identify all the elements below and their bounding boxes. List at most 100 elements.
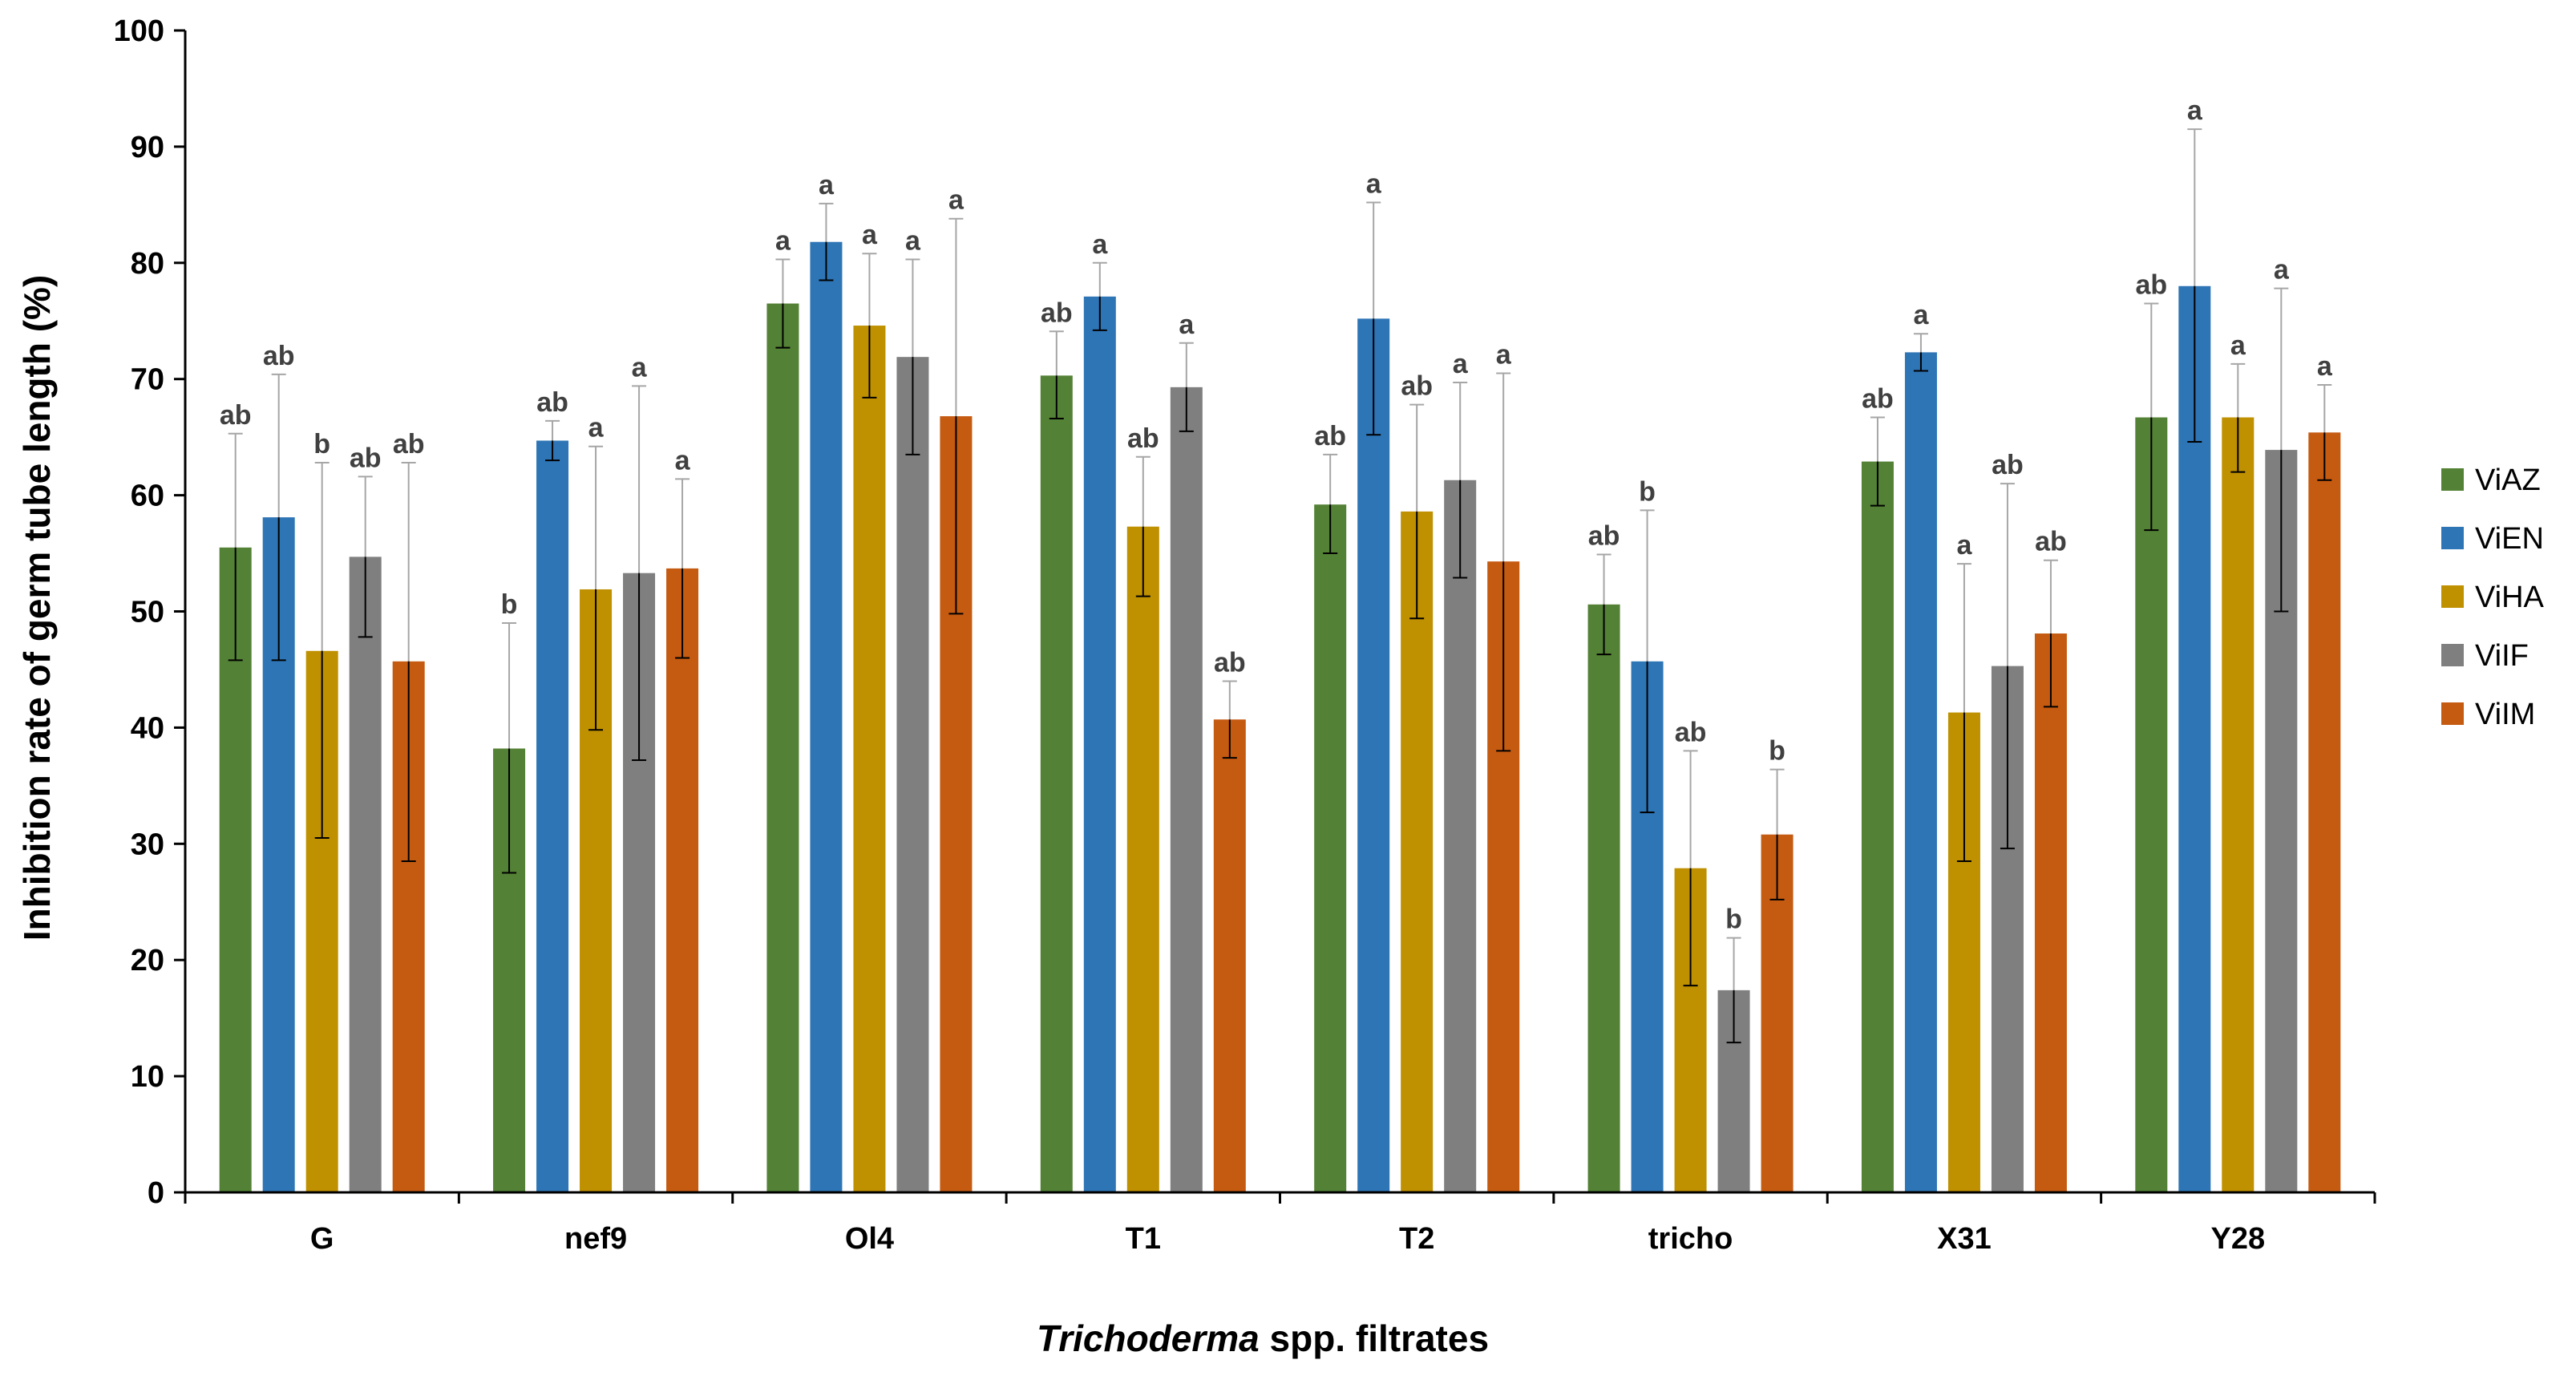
significance-label-ViAZ-Ol4: a	[775, 225, 791, 256]
x-tick-label-T2: T2	[1399, 1222, 1434, 1256]
significance-label-ViAZ-tricho: ab	[1588, 520, 1620, 551]
significance-label-ViEN-Y28: a	[2187, 95, 2203, 126]
significance-label-ViEN-T2: a	[1366, 168, 1382, 199]
bar-ViIM-T1	[1213, 719, 1246, 1192]
legend-item-ViIF: ViIF	[2441, 639, 2529, 673]
bar-ViIM-nef9	[666, 568, 699, 1192]
legend-swatch-ViIM	[2441, 702, 2464, 725]
bar-ViAZ-X31	[1861, 461, 1894, 1192]
bar-ViEN-T2	[1357, 318, 1390, 1192]
x-tick-label-Ol4: Ol4	[845, 1222, 894, 1256]
error-bar-ViIM-Ol4	[948, 217, 964, 615]
error-bar-ViAZ-T2	[1323, 453, 1338, 555]
error-bar-ViAZ-nef9	[502, 621, 517, 874]
significance-label-ViIF-G: ab	[350, 443, 382, 473]
legend-label-ViHA: ViHA	[2475, 581, 2545, 614]
legend-label-ViEN: ViEN	[2475, 522, 2544, 556]
significance-label-ViIF-Y28: a	[2274, 255, 2290, 285]
error-bar-ViHA-X31	[1956, 563, 1971, 863]
x-tick-label-T1: T1	[1126, 1222, 1161, 1256]
bar-ViIM-X31	[2034, 633, 2067, 1192]
error-bar-ViEN-T1	[1092, 261, 1107, 331]
significance-label-ViHA-T2: ab	[1401, 371, 1433, 402]
significance-label-ViEN-G: ab	[263, 341, 295, 371]
error-bar-ViEN-tricho	[1640, 509, 1655, 814]
error-bar-ViIM-T2	[1496, 372, 1511, 752]
legend-swatch-ViHA	[2441, 585, 2464, 608]
significance-label-ViIM-T1: ab	[1214, 647, 1246, 678]
bar-ViHA-Ol4	[853, 326, 886, 1192]
significance-label-ViEN-tricho: b	[1639, 476, 1656, 507]
bar-ViAZ-tricho	[1587, 604, 1620, 1192]
significance-label-ViIM-G: ab	[393, 429, 425, 459]
error-bar-ViAZ-G	[228, 432, 243, 662]
significance-label-ViHA-X31: a	[1956, 530, 1972, 561]
legend-label-ViIM: ViIM	[2475, 698, 2535, 731]
legend-label-ViAZ: ViAZ	[2475, 463, 2541, 497]
significance-label-ViAZ-T2: ab	[1314, 421, 1346, 451]
error-bar-ViHA-Y28	[2230, 362, 2246, 473]
error-bar-ViHA-T1	[1135, 455, 1151, 597]
error-bar-ViHA-T2	[1409, 403, 1425, 620]
significance-label-ViHA-T1: ab	[1127, 423, 1159, 454]
error-bar-ViIF-G	[358, 476, 373, 638]
significance-label-ViIM-Ol4: a	[948, 185, 964, 216]
error-bar-ViHA-tricho	[1683, 750, 1698, 987]
y-tick-label-70: 70	[131, 363, 164, 397]
bar-ViEN-nef9	[536, 440, 569, 1192]
y-tick-label-30: 30	[131, 828, 164, 861]
significance-label-ViAZ-Y28: ab	[2135, 270, 2167, 301]
bar-ViIM-Y28	[2308, 432, 2341, 1192]
error-bar-ViIM-nef9	[675, 478, 690, 659]
bar-ViEN-Ol4	[810, 241, 843, 1192]
error-bar-ViIM-G	[401, 462, 416, 863]
significance-label-ViIF-Ol4: a	[905, 225, 921, 256]
error-bar-ViHA-Ol4	[862, 253, 877, 399]
significance-label-ViEN-nef9: ab	[536, 387, 568, 418]
error-bar-ViAZ-Y28	[2144, 302, 2159, 532]
y-axis-title: Inhibition rate of germ tube length (%)	[16, 275, 58, 941]
bar-ViAZ-T2	[1314, 504, 1347, 1192]
error-bar-ViAZ-Ol4	[775, 258, 791, 349]
legend-item-ViHA: ViHA	[2441, 581, 2545, 614]
significance-label-ViIM-Y28: a	[2317, 351, 2333, 382]
error-bar-ViIF-T2	[1453, 382, 1468, 579]
legend-label-ViIF: ViIF	[2475, 639, 2529, 673]
bar-ViEN-X31	[1904, 352, 1937, 1192]
x-tick-label-nef9: nef9	[564, 1222, 627, 1256]
y-tick-label-100: 100	[114, 14, 164, 48]
y-tick-label-0: 0	[148, 1176, 164, 1210]
x-tick-label-X31: X31	[1937, 1222, 1992, 1256]
bar-ViIF-G	[349, 556, 382, 1192]
error-bar-ViIM-Y28	[2317, 383, 2332, 481]
significance-label-ViHA-Y28: a	[2230, 330, 2246, 361]
y-tick-label-60: 60	[131, 480, 164, 513]
error-bar-ViIM-X31	[2043, 559, 2058, 708]
x-axis-title: Trichoderma spp. filtrates	[1037, 1317, 1489, 1359]
x-tick-label-Y28: Y28	[2211, 1222, 2266, 1256]
significance-label-ViIF-X31: ab	[1992, 450, 2024, 480]
y-tick-label-50: 50	[131, 596, 164, 629]
legend-item-ViAZ: ViAZ	[2441, 463, 2541, 497]
legend-swatch-ViAZ	[2441, 468, 2464, 491]
bar-ViHA-T2	[1401, 511, 1434, 1192]
bar-ViEN-T1	[1083, 296, 1116, 1192]
error-bar-ViEN-X31	[1913, 333, 1928, 372]
significance-label-ViAZ-T1: ab	[1041, 297, 1073, 328]
error-bar-ViIM-T1	[1222, 680, 1237, 759]
error-bar-ViAZ-X31	[1870, 416, 1885, 507]
error-bar-ViIM-tricho	[1769, 768, 1785, 900]
error-bar-ViIF-T1	[1179, 342, 1194, 432]
x-tick-label-G: G	[310, 1222, 334, 1256]
significance-label-ViEN-Ol4: a	[819, 170, 835, 200]
significance-label-ViHA-nef9: a	[588, 413, 605, 443]
x-tick-label-tricho: tricho	[1648, 1222, 1733, 1256]
significance-label-ViIF-nef9: a	[632, 352, 648, 382]
bar-ViAZ-T1	[1040, 375, 1073, 1192]
error-bar-ViEN-G	[271, 373, 286, 662]
significance-label-ViAZ-G: ab	[220, 400, 252, 431]
bar-ViAZ-Ol4	[766, 303, 799, 1192]
